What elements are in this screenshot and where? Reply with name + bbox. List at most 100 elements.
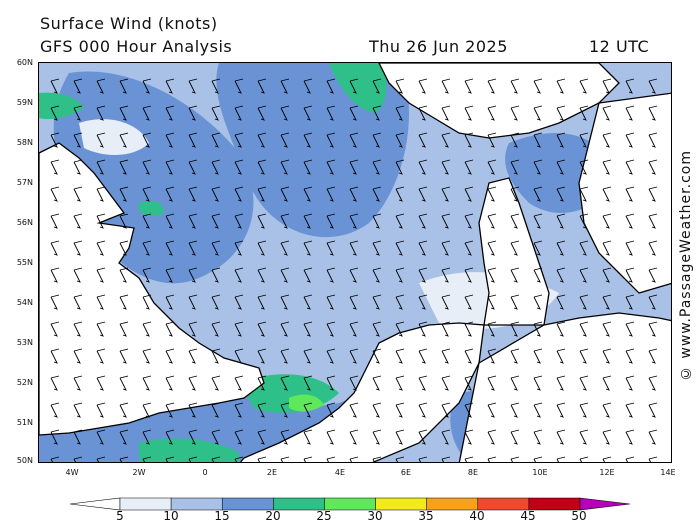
wind-barb (280, 375, 290, 391)
wind-barb (188, 240, 198, 256)
wind-barb (73, 456, 83, 462)
wind-barb (648, 240, 658, 256)
wind-barb (418, 159, 428, 175)
wind-barb (441, 456, 451, 462)
wind-barb (464, 240, 474, 256)
wind-barb (211, 294, 221, 310)
wind-barb (257, 186, 267, 202)
wind-barb (211, 456, 221, 462)
wind-barb (648, 78, 658, 94)
wind-barb (602, 159, 612, 175)
lat-label: 56N (16, 218, 33, 227)
wind-barb (510, 240, 520, 256)
wind-barb (464, 456, 474, 462)
wind-barb (533, 186, 543, 202)
legend-tick: 20 (265, 509, 281, 523)
wind-barb (441, 105, 451, 121)
wind-barb (326, 240, 336, 256)
wind-barb (556, 321, 566, 337)
wind-barb (96, 132, 106, 148)
wind-barb (165, 78, 175, 94)
wind-barb (142, 132, 152, 148)
wind-barb (119, 132, 129, 148)
wind-barb (579, 78, 589, 94)
wind-barb (326, 105, 336, 121)
wind-barb (533, 375, 543, 391)
wind-barb (579, 402, 589, 418)
wind-barb (349, 267, 359, 283)
wind-barb (372, 321, 382, 337)
lon-label: 4E (334, 468, 346, 477)
wind-barb (464, 159, 474, 175)
wind-barb (326, 402, 336, 418)
wind-barb (579, 456, 589, 462)
wind-barb (602, 240, 612, 256)
wind-barb (119, 456, 129, 462)
wind-barb (349, 240, 359, 256)
wind-barb (165, 294, 175, 310)
wind-barb (188, 267, 198, 283)
wind-barb (602, 429, 612, 445)
wind-map[interactable] (38, 62, 672, 463)
wind-barb (257, 132, 267, 148)
wind-barb (487, 186, 497, 202)
lat-label: 58N (16, 138, 33, 147)
wind-barb (142, 78, 152, 94)
wind-barb (441, 375, 451, 391)
wind-barb (418, 78, 428, 94)
wind-barb (96, 402, 106, 418)
wind-barb (395, 78, 405, 94)
wind-barb (418, 294, 428, 310)
wind-barb (257, 267, 267, 283)
wind-barb (487, 321, 497, 337)
wind-barb (487, 78, 497, 94)
wind-barb (96, 267, 106, 283)
wind-barb (73, 375, 83, 391)
wind-barb (326, 375, 336, 391)
wind-barb (372, 213, 382, 229)
wind-barb (119, 402, 129, 418)
wind-barb (96, 186, 106, 202)
wind-barb (142, 294, 152, 310)
wind-barb (326, 456, 336, 462)
wind-barb (579, 186, 589, 202)
wind-barb (441, 186, 451, 202)
wind-barb (303, 267, 313, 283)
wind-barb (395, 267, 405, 283)
wind-barb (326, 132, 336, 148)
wind-barb (510, 429, 520, 445)
wind-barb (96, 213, 106, 229)
wind-barb (418, 375, 428, 391)
wind-barb (303, 78, 313, 94)
wind-barb (441, 213, 451, 229)
wind-barb (326, 321, 336, 337)
wind-barb (510, 132, 520, 148)
wind-barb (165, 159, 175, 175)
wind-barb (602, 456, 612, 462)
lon-label: 0 (202, 468, 208, 477)
lon-label: 4W (65, 468, 79, 477)
wind-barb (211, 105, 221, 121)
wind-barb (257, 402, 267, 418)
wind-barb (510, 402, 520, 418)
wind-barb (372, 267, 382, 283)
wind-barb (349, 78, 359, 94)
wind-barb (510, 456, 520, 462)
wind-barb (372, 78, 382, 94)
wind-barb (211, 402, 221, 418)
wind-barb (280, 456, 290, 462)
wind-barb (257, 348, 267, 364)
wind-barb (533, 78, 543, 94)
wind-barb (533, 456, 543, 462)
wind-barb (142, 267, 152, 283)
continent-land (239, 322, 485, 462)
wind-barb (234, 213, 244, 229)
wind-barb (73, 159, 83, 175)
wind-barb (142, 456, 152, 462)
wind-barb (211, 429, 221, 445)
wind-barb (625, 456, 635, 462)
wind-barb (188, 294, 198, 310)
wind-barb (50, 213, 60, 229)
wind-barb (142, 186, 152, 202)
wind-barb (257, 105, 267, 121)
